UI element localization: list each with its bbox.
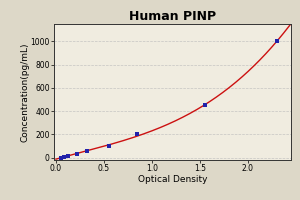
Point [84,150,89,153]
Point [202,104,207,107]
Title: Human PINP: Human PINP [129,10,216,23]
X-axis label: Optical Density: Optical Density [138,175,207,184]
Point [61,155,66,158]
Y-axis label: Concentration(pg/mL): Concentration(pg/mL) [20,42,29,142]
Point [106,144,111,148]
Point [274,40,279,43]
Point [75,152,80,155]
Point [66,154,71,157]
Point [58,156,63,159]
Point [135,133,140,136]
